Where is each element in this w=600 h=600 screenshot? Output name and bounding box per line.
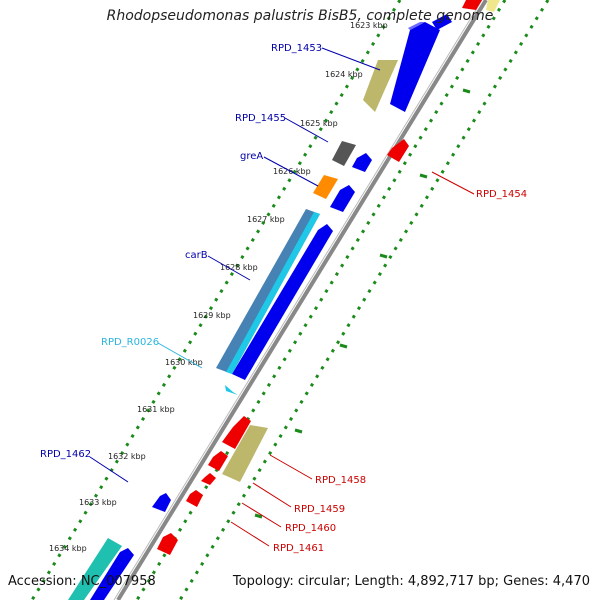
gene-label-rpd-r0026[interactable]: RPD_R0026 <box>101 337 159 348</box>
gene-orange-greA[interactable] <box>313 175 338 199</box>
kbp-label: 1634 kbp <box>49 544 87 553</box>
gene-yellow-top[interactable] <box>486 0 500 12</box>
gene-red-top[interactable] <box>462 0 482 10</box>
gene-label-rpd1459[interactable]: RPD_1459 <box>294 504 345 515</box>
outer-tick-track-right <box>135 0 507 600</box>
kbp-labels: 1623 kbp 1624 kbp 1625 kbp 1626 kbp 1627… <box>49 21 388 553</box>
outer-tick-track-left <box>30 0 402 600</box>
kbp-label: 1624 kbp <box>325 70 363 79</box>
kbp-label: 1627 kbp <box>247 215 285 224</box>
genome-title: Rhodopseudomonas palustris BisB5, comple… <box>106 8 494 24</box>
kbp-label: 1632 kbp <box>108 452 146 461</box>
gene-blue-1462[interactable] <box>152 493 171 512</box>
gene-blue-carB[interactable] <box>232 224 333 380</box>
gene-label-rpd1461[interactable]: RPD_1461 <box>273 543 324 554</box>
gene-red-1461-a[interactable] <box>186 490 203 507</box>
gene-label-rpd1458[interactable]: RPD_1458 <box>315 475 366 486</box>
major-ticks <box>254 88 471 519</box>
kbp-label: 1628 kbp <box>220 263 258 272</box>
gene-steel-carB[interactable] <box>216 209 320 374</box>
gene-red-1461-b[interactable] <box>157 533 178 555</box>
gene-khaki-1458[interactable] <box>222 425 268 482</box>
kbp-label: 1629 kbp <box>193 311 231 320</box>
gene-label-rpd1462[interactable]: RPD_1462 <box>40 449 91 460</box>
gene-blue-bottom[interactable] <box>90 548 134 600</box>
gene-teal-bottom[interactable] <box>68 538 122 600</box>
gene-red-1459[interactable] <box>208 451 228 471</box>
gene-red-1458[interactable] <box>222 416 251 449</box>
gene-cyan-R0026[interactable] <box>225 385 238 395</box>
gene-label-grea[interactable]: greA <box>240 151 263 162</box>
kbp-label: 1623 kbp <box>350 21 388 30</box>
callout-lines <box>89 47 475 547</box>
gene-khaki-1453[interactable] <box>363 60 398 112</box>
gene-label-rpd1454[interactable]: RPD_1454 <box>476 189 527 200</box>
gene-blue-1453[interactable] <box>390 22 440 112</box>
kbp-label: 1630 kbp <box>165 358 203 367</box>
genome-backbone <box>116 0 488 600</box>
gene-blue-1455[interactable] <box>352 153 372 172</box>
gene-blue-greA[interactable] <box>330 185 355 212</box>
gene-label-rpd1460[interactable]: RPD_1460 <box>285 523 336 534</box>
gene-blue-top[interactable] <box>432 14 452 30</box>
inner-tick-track-right <box>178 0 550 600</box>
gene-label-rpd1453[interactable]: RPD_1453 <box>271 43 322 54</box>
kbp-label: 1625 kbp <box>300 119 338 128</box>
gene-grey-1455[interactable] <box>332 141 356 166</box>
accession-text: Accession: NC_007958 <box>8 574 156 589</box>
gene-labels: RPD_1453 RPD_1455 greA carB RPD_R0026 RP… <box>40 43 527 554</box>
kbp-label: 1633 kbp <box>79 498 117 507</box>
gene-red-1454[interactable] <box>387 139 409 162</box>
gene-label-rpd1455[interactable]: RPD_1455 <box>235 113 286 124</box>
gene-red-1460[interactable] <box>201 473 216 485</box>
topology-text: Topology: circular; Length: 4,892,717 bp… <box>232 574 590 589</box>
kbp-label: 1631 kbp <box>137 405 175 414</box>
gene-label-carb[interactable]: carB <box>185 250 208 261</box>
